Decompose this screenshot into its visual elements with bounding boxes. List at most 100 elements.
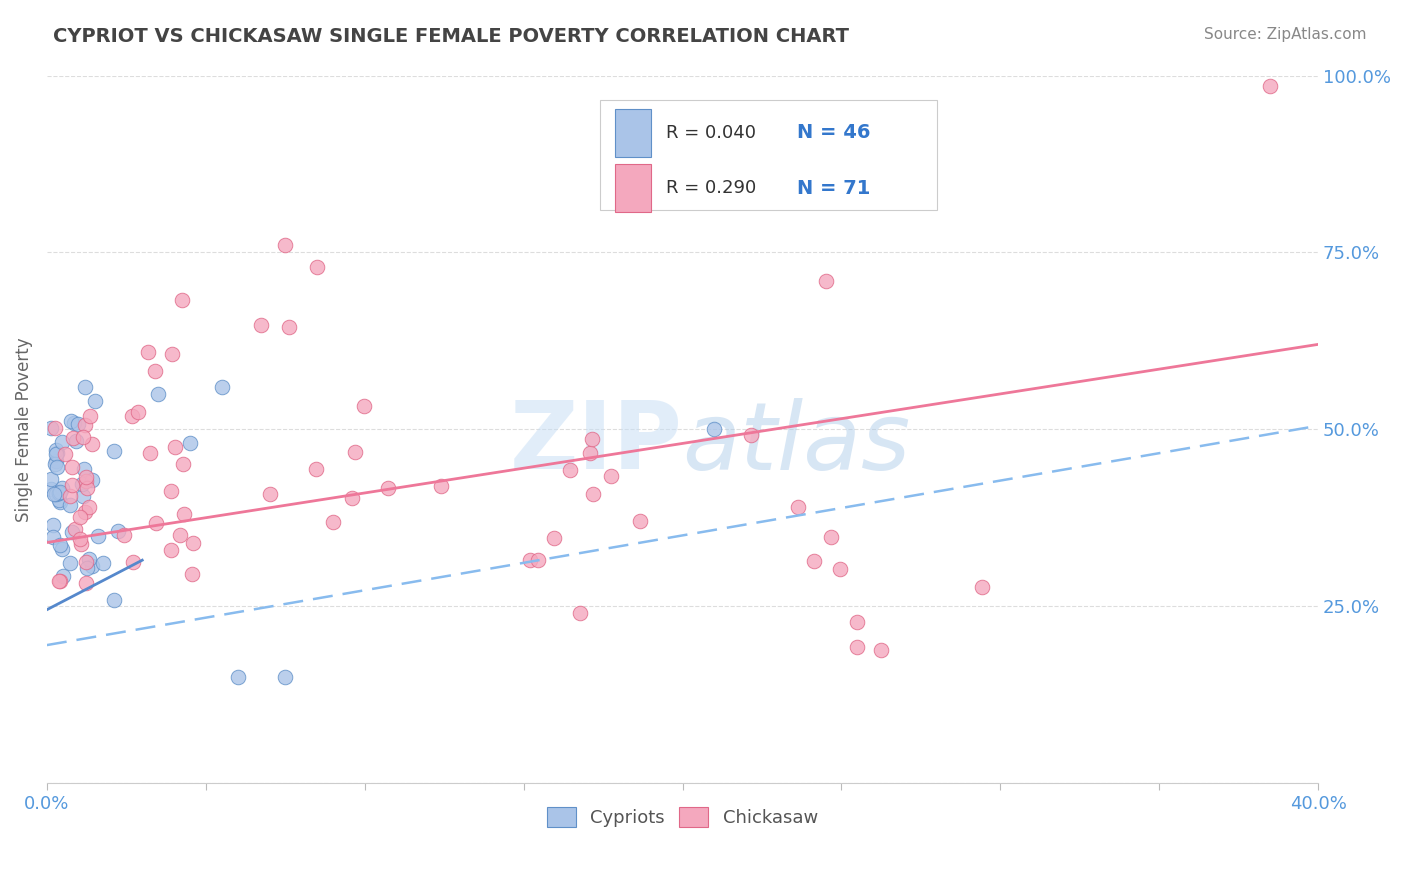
Point <box>59 489 82 503</box>
Point <box>183 536 205 550</box>
Point <box>75 418 97 433</box>
Text: R = 0.040: R = 0.040 <box>666 124 756 142</box>
Point <box>42 518 65 533</box>
Point <box>69 532 91 546</box>
Text: N = 46: N = 46 <box>797 123 870 143</box>
Text: atlas: atlas <box>682 398 911 489</box>
Point <box>62 431 84 445</box>
Point <box>343 445 366 459</box>
Point <box>377 481 399 495</box>
Text: CYPRIOT VS CHICKASAW SINGLE FEMALE POVERTY CORRELATION CHART: CYPRIOT VS CHICKASAW SINGLE FEMALE POVER… <box>53 27 849 45</box>
Point <box>274 670 297 684</box>
Point <box>146 387 169 401</box>
Point <box>136 344 159 359</box>
Point <box>45 487 67 501</box>
Point <box>170 293 193 308</box>
Point <box>45 442 67 457</box>
Point <box>75 469 97 483</box>
Point <box>820 530 842 544</box>
Point <box>39 420 62 434</box>
FancyBboxPatch shape <box>616 164 651 212</box>
Point <box>59 556 82 570</box>
Point <box>69 509 91 524</box>
Point <box>145 516 167 531</box>
Point <box>703 422 725 436</box>
Point <box>787 500 810 514</box>
Point <box>558 463 581 477</box>
Point <box>870 643 893 657</box>
Point <box>76 561 98 575</box>
Text: Source: ZipAtlas.com: Source: ZipAtlas.com <box>1204 27 1367 42</box>
Point <box>322 515 344 529</box>
Point <box>121 409 143 423</box>
Point <box>51 435 73 450</box>
Point <box>181 566 204 581</box>
Point <box>740 428 762 442</box>
Point <box>51 481 73 495</box>
Point <box>72 462 94 476</box>
Point <box>527 552 550 566</box>
Point <box>49 574 72 588</box>
Point <box>568 606 591 620</box>
Point <box>75 555 97 569</box>
Point <box>846 615 869 630</box>
Point <box>62 416 84 430</box>
Point <box>49 495 72 509</box>
Point <box>340 491 363 506</box>
Point <box>138 446 160 460</box>
Point <box>160 542 183 557</box>
Point <box>49 485 72 500</box>
Point <box>87 529 110 543</box>
Point <box>226 670 249 684</box>
Point <box>814 274 837 288</box>
Point <box>305 260 328 274</box>
Point <box>1260 79 1282 94</box>
Point <box>72 430 94 444</box>
Point <box>45 454 67 468</box>
Point <box>165 440 187 454</box>
Point <box>80 437 103 451</box>
Point <box>277 319 299 334</box>
Point <box>803 554 825 568</box>
Point <box>127 405 149 419</box>
Text: ZIP: ZIP <box>509 398 682 490</box>
Point <box>80 474 103 488</box>
Point <box>172 457 194 471</box>
Point <box>39 472 62 486</box>
Point <box>828 562 851 576</box>
Point <box>72 489 94 503</box>
Point <box>211 380 233 394</box>
Legend: Cypriots, Chickasaw: Cypriots, Chickasaw <box>540 800 825 834</box>
Point <box>846 640 869 654</box>
Point <box>42 530 65 544</box>
Point <box>52 569 75 583</box>
Point <box>173 507 195 521</box>
Point <box>42 487 65 501</box>
Point <box>169 528 191 542</box>
Point <box>305 462 328 476</box>
Point <box>48 492 70 507</box>
Point <box>75 505 97 519</box>
Point <box>353 400 375 414</box>
Point <box>79 409 101 424</box>
Point <box>112 528 135 542</box>
Point <box>46 459 69 474</box>
Point <box>543 531 565 545</box>
Point <box>581 433 603 447</box>
Point <box>60 525 83 540</box>
Text: R = 0.290: R = 0.290 <box>666 179 756 197</box>
Point <box>83 394 105 409</box>
Point <box>600 468 623 483</box>
Point <box>249 318 271 333</box>
Point <box>70 537 93 551</box>
Point <box>72 477 94 491</box>
Point <box>160 347 183 361</box>
Point <box>159 484 181 499</box>
Point <box>628 514 651 528</box>
Point <box>59 498 82 512</box>
Text: N = 71: N = 71 <box>797 178 870 197</box>
Point <box>65 434 87 448</box>
Point <box>103 593 125 607</box>
Point <box>143 364 166 378</box>
Point <box>51 542 73 557</box>
